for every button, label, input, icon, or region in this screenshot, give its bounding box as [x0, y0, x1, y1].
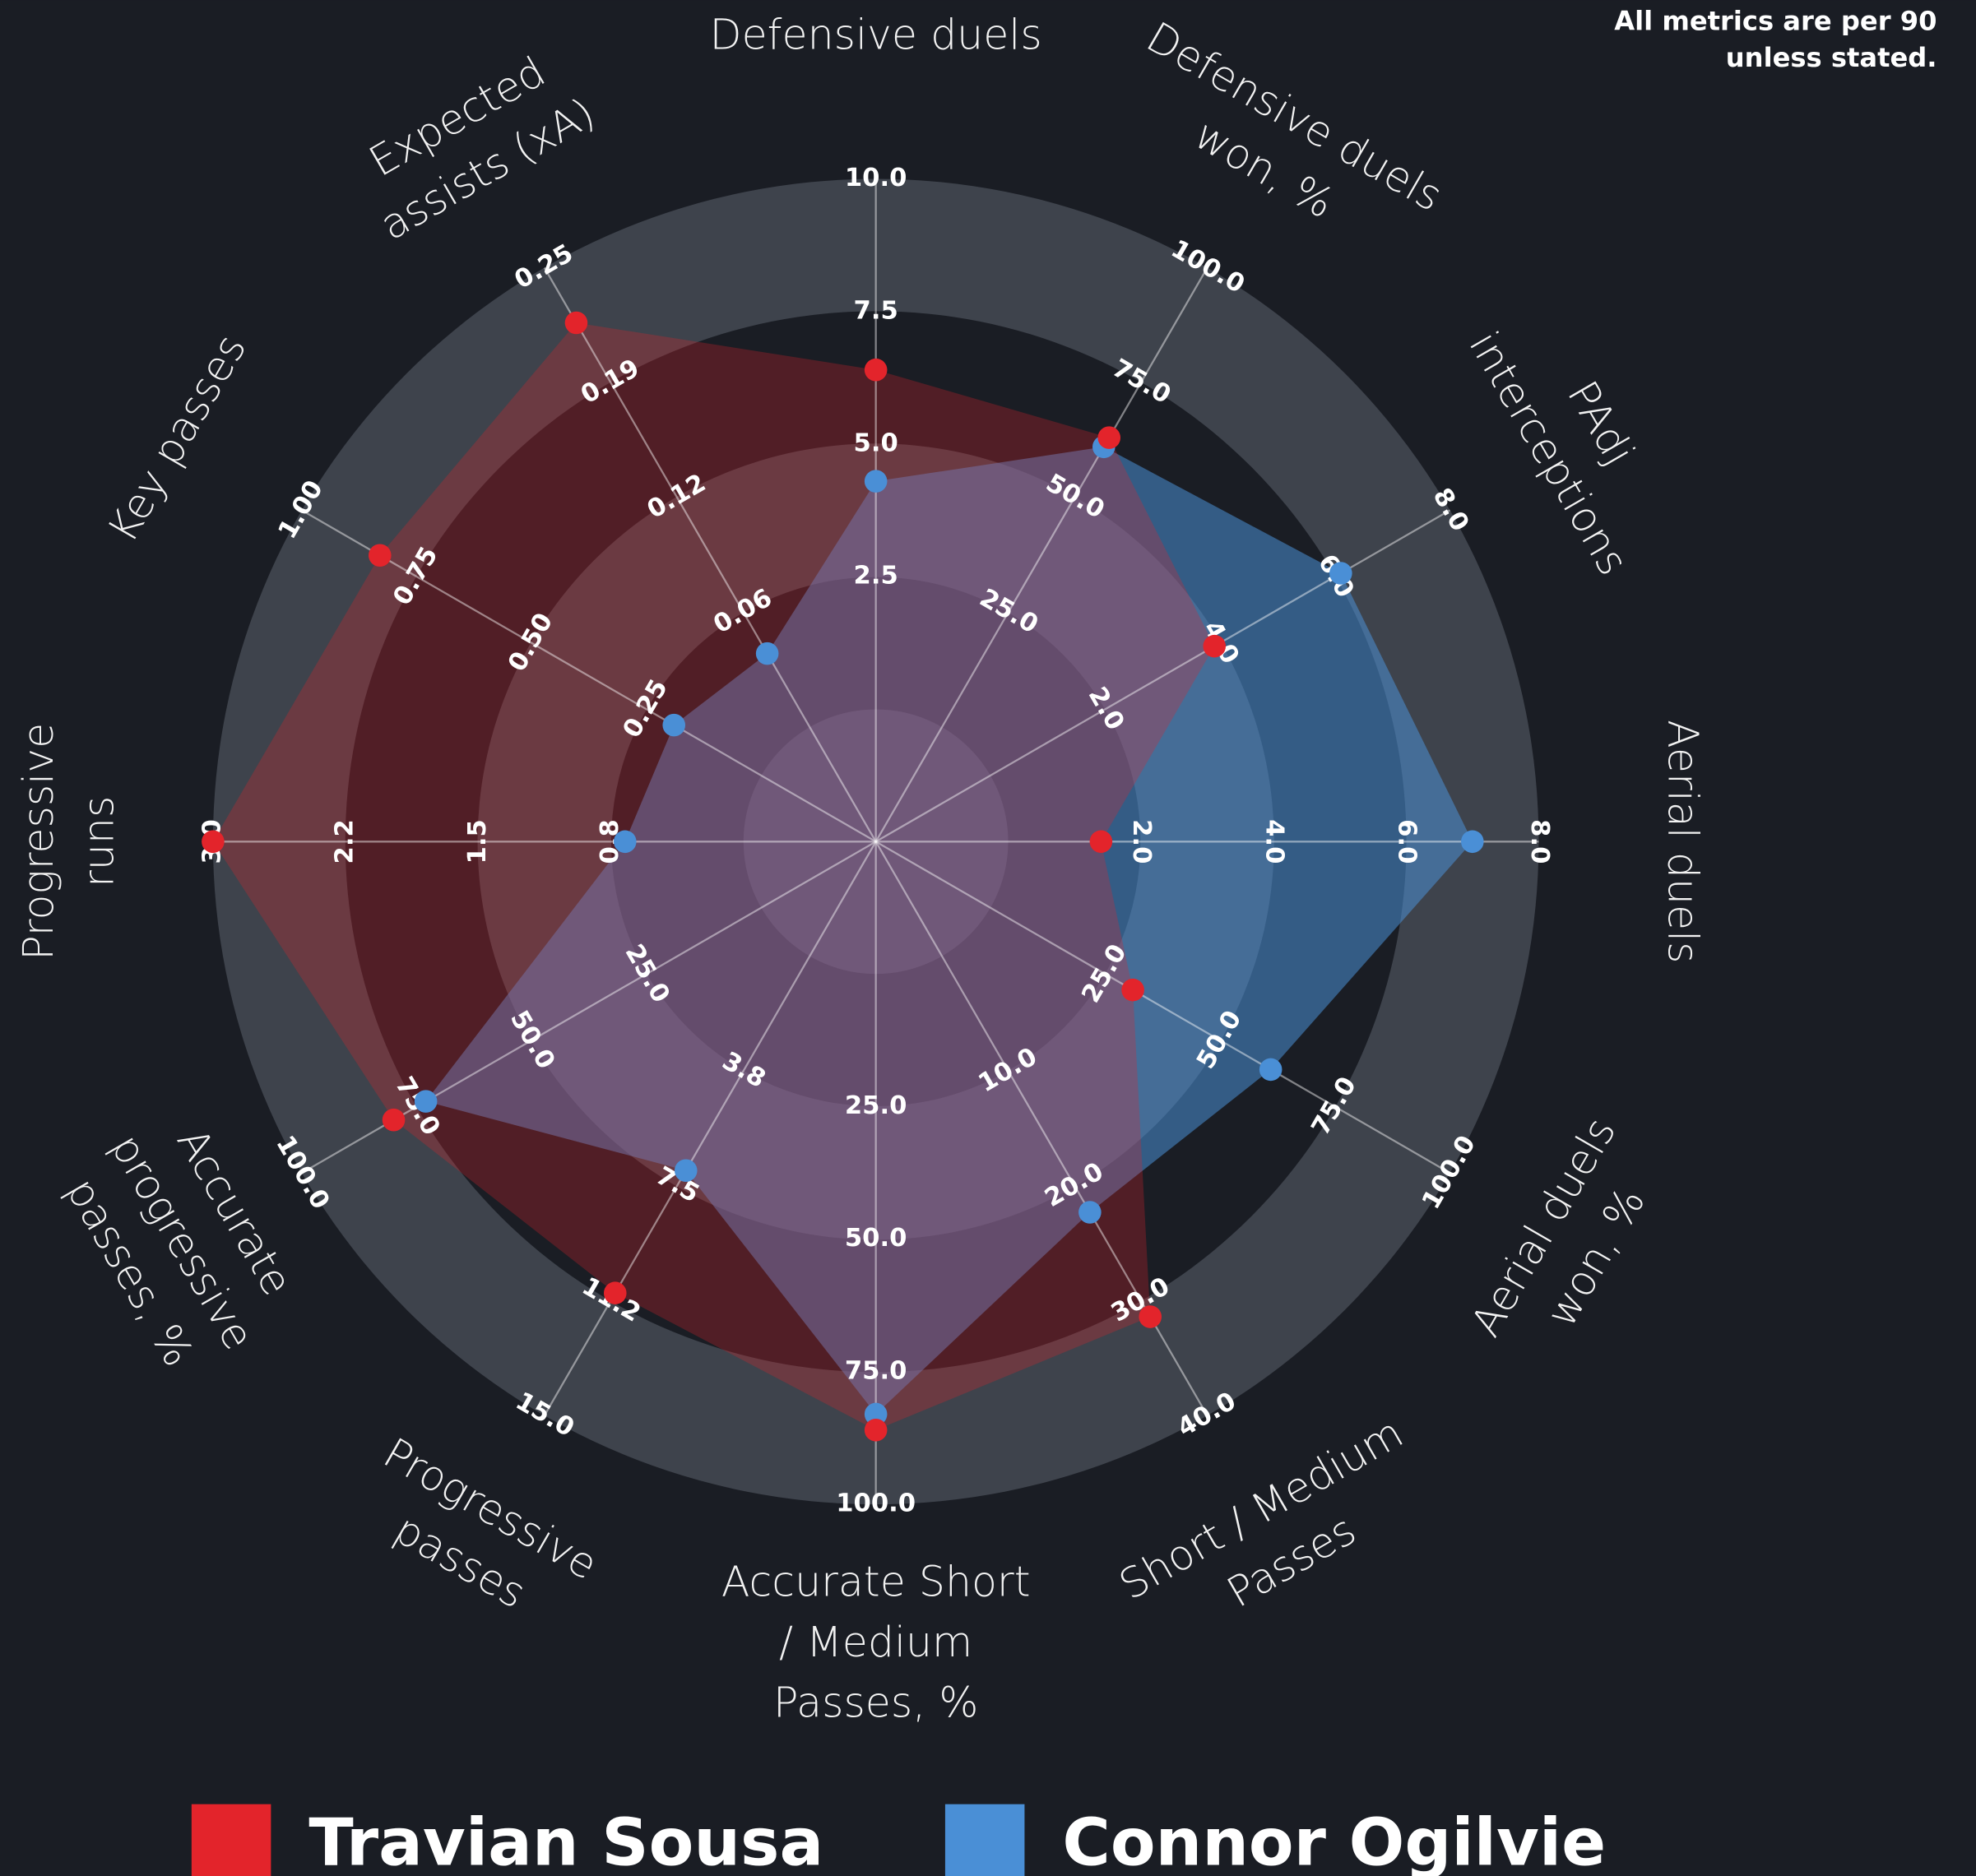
- axis-label-line: Aerial duels: [1659, 720, 1708, 963]
- legend-label: Travian Sousa: [308, 1804, 823, 1876]
- point: [1121, 978, 1144, 1002]
- axis-label: Accurate Short / Medium Passes, %: [721, 1558, 1031, 1727]
- axis-label: Progressive runs: [14, 723, 123, 961]
- spoke: [875, 509, 1451, 843]
- note: All metrics are per 90: [1614, 6, 1937, 37]
- point: [1461, 830, 1484, 854]
- axis-label: Defensive duels: [710, 10, 1042, 58]
- axis-label: Aerial duels: [1659, 720, 1708, 963]
- spoke: [301, 509, 877, 843]
- point: [755, 642, 779, 665]
- point: [369, 544, 392, 567]
- point: [1259, 1058, 1283, 1082]
- point: [202, 830, 225, 854]
- point: [382, 1108, 406, 1132]
- note: unless stated.: [1726, 42, 1937, 73]
- point: [1089, 830, 1113, 854]
- point: [603, 1281, 627, 1304]
- legend-label: Connor Ogilvie: [1062, 1804, 1606, 1876]
- point: [662, 713, 686, 737]
- tick-label: 10.0: [845, 164, 907, 192]
- point: [613, 830, 637, 854]
- tick-label: 25.0: [845, 1091, 907, 1120]
- tick-label: 7.5: [854, 296, 898, 325]
- point: [564, 311, 588, 335]
- point: [674, 1159, 698, 1183]
- tick-label: 2.0: [1127, 819, 1156, 864]
- axis-label-line: runs: [75, 796, 123, 887]
- spoke: [874, 266, 1208, 842]
- tick-label: 2.2: [331, 819, 359, 864]
- legend-swatch: [191, 1804, 271, 1876]
- axis-label-line: Passes, %: [773, 1679, 978, 1727]
- axis-label-line: / Medium: [779, 1618, 972, 1666]
- point: [1078, 1201, 1102, 1224]
- point: [864, 1402, 888, 1426]
- area: [212, 322, 1215, 1430]
- tick-label: 100.0: [836, 1489, 916, 1518]
- tick-label: 1.5: [463, 819, 492, 864]
- point: [1097, 426, 1121, 449]
- tick-label: 75.0: [845, 1356, 907, 1385]
- point: [864, 358, 888, 382]
- point: [864, 1419, 888, 1442]
- tick-label: 5.0: [854, 429, 898, 458]
- point: [864, 470, 888, 493]
- spoke: [543, 841, 877, 1416]
- tick-label: 50.0: [845, 1224, 907, 1253]
- tick-label: 4.0: [1259, 819, 1288, 864]
- axis-label-line: Progressive: [14, 723, 63, 961]
- point: [1203, 634, 1227, 658]
- point: [1329, 562, 1352, 585]
- tick-label: 8.0: [1525, 819, 1554, 864]
- point: [414, 1090, 438, 1113]
- spoke: [875, 841, 1451, 1174]
- legend-swatch: [944, 1804, 1025, 1876]
- point: [1139, 1305, 1162, 1328]
- axis-label-line: Accurate Short: [721, 1558, 1031, 1606]
- spoke: [543, 266, 877, 842]
- tick-label: 2.5: [854, 562, 898, 591]
- axis-label-line: Defensive duels: [710, 10, 1042, 58]
- tick-label: 6.0: [1393, 819, 1422, 864]
